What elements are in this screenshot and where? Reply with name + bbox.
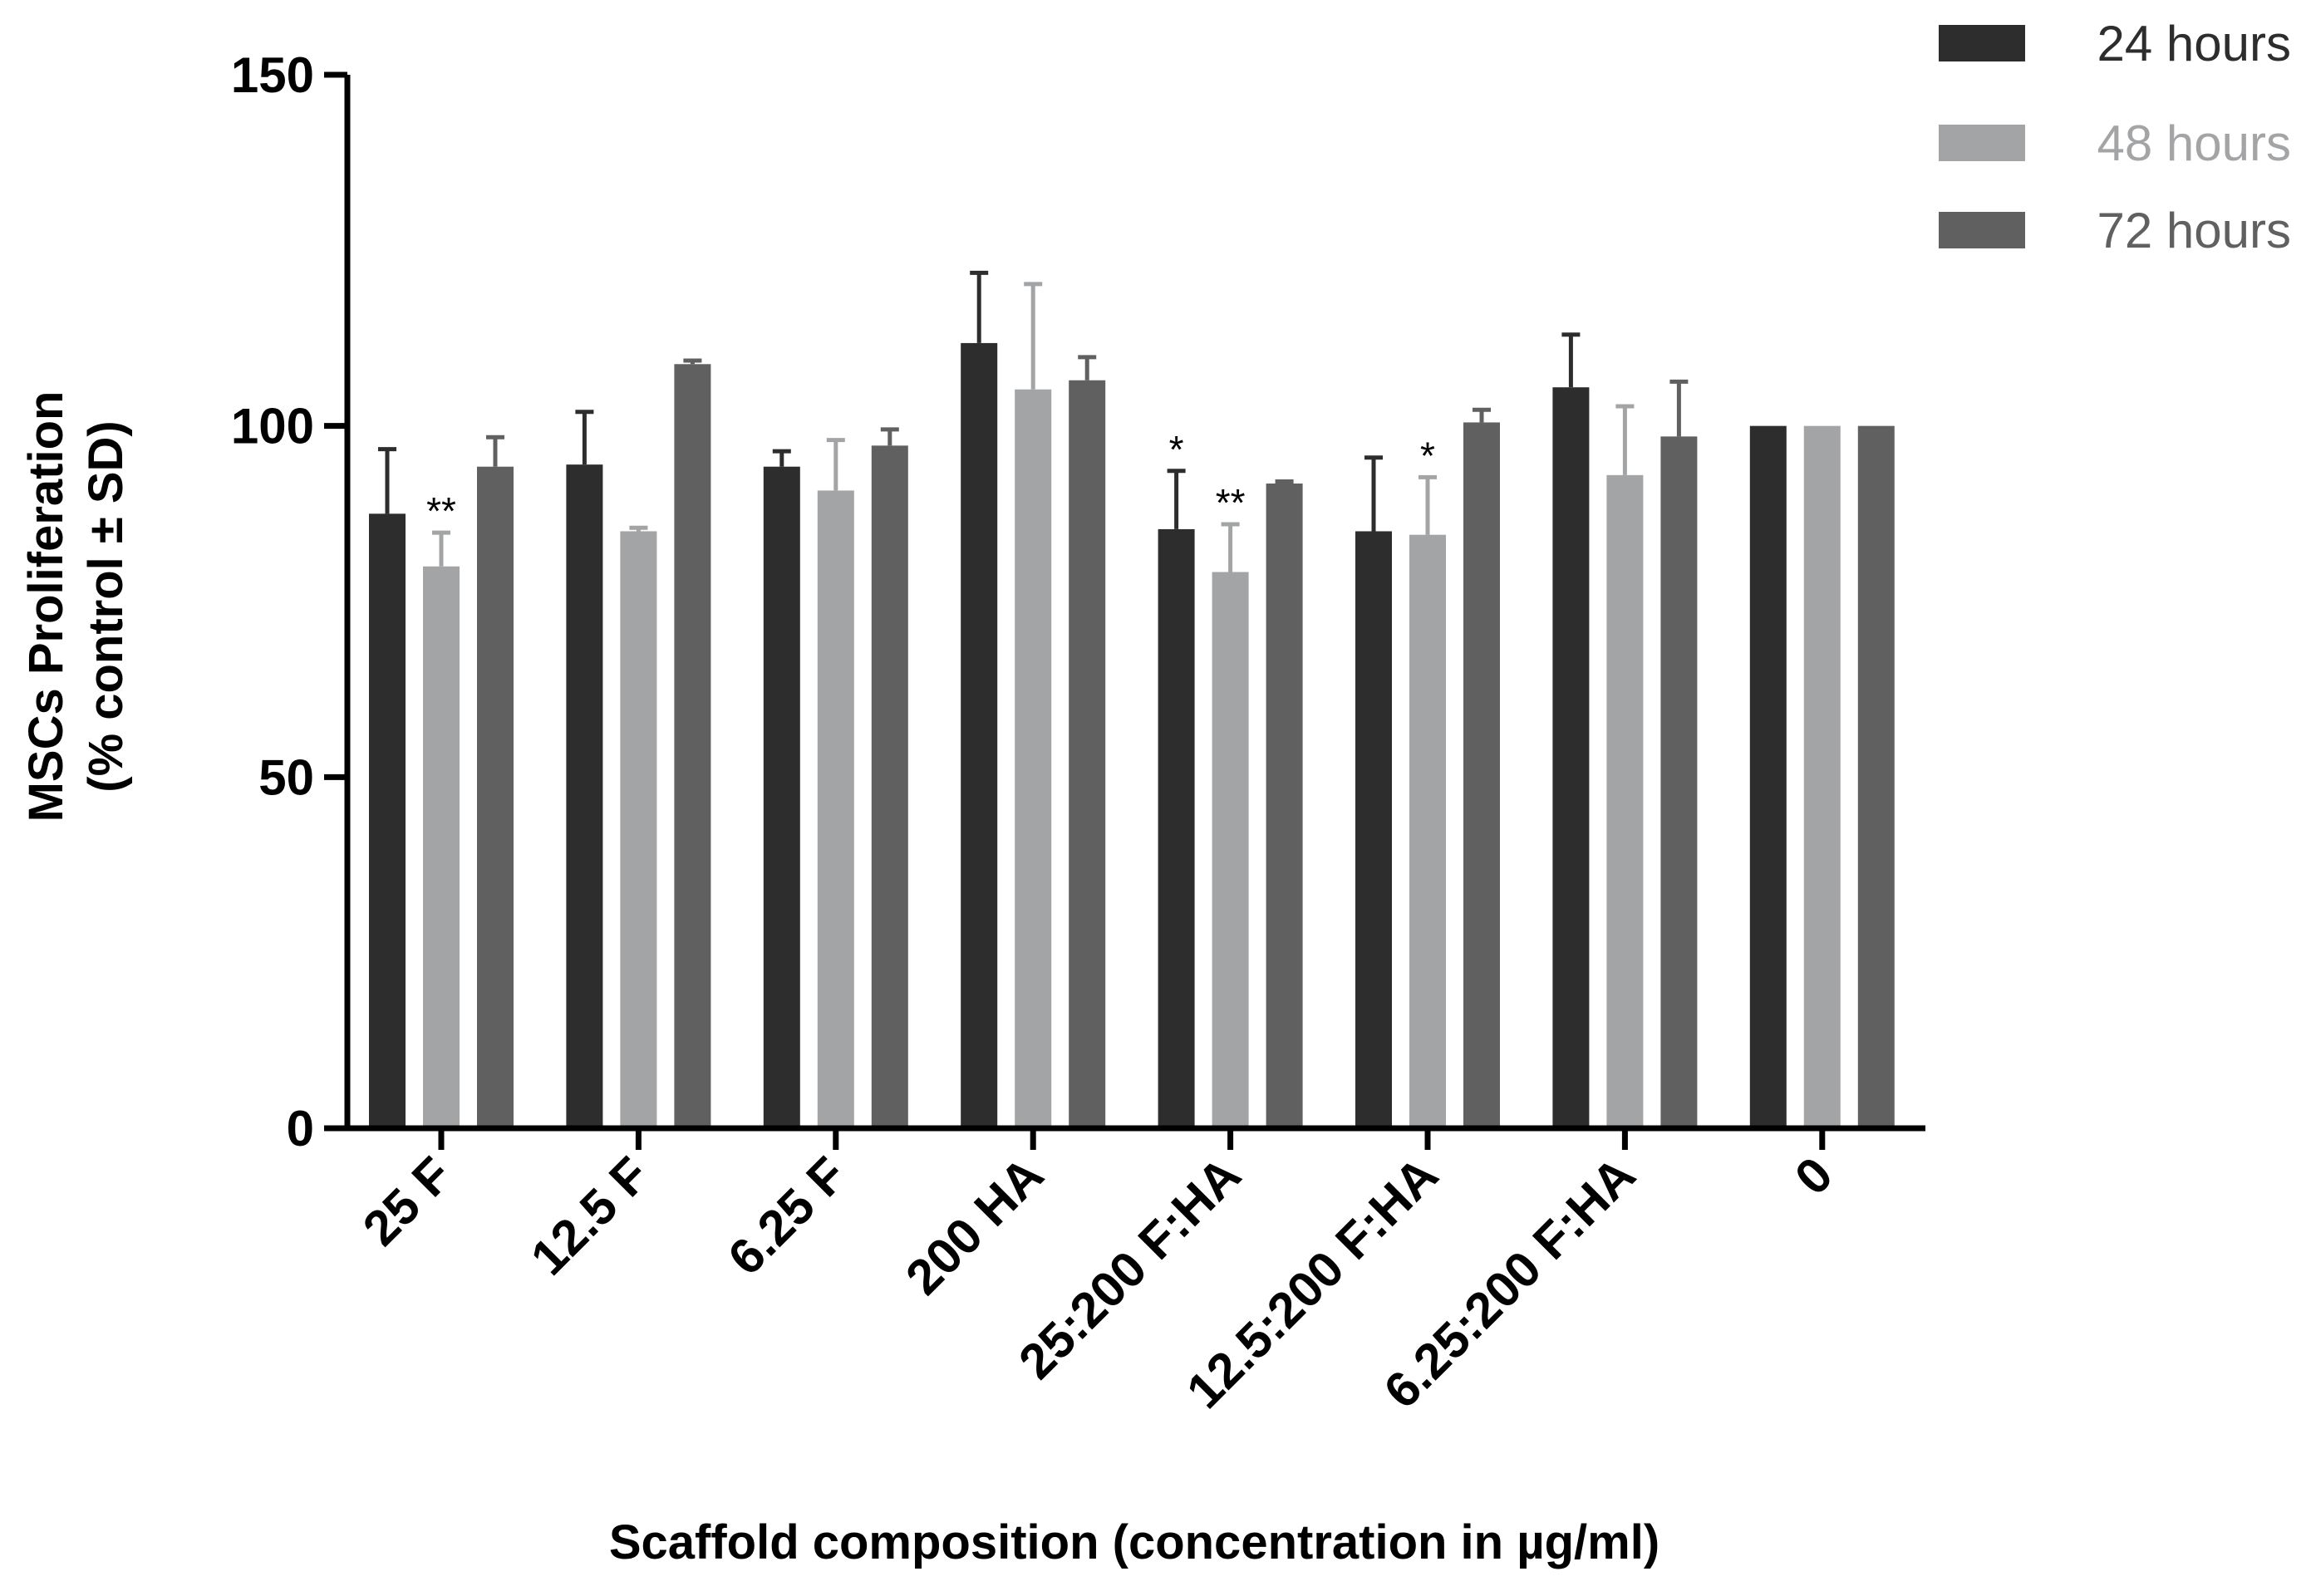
legend-label: 24 hours [2097, 16, 2292, 71]
bar [1552, 387, 1590, 1128]
y-tick-label: 0 [287, 1101, 314, 1156]
x-tick-label: 25 F [352, 1147, 462, 1256]
significance-mark: ** [1216, 481, 1246, 524]
legend-label: 48 hours [2097, 115, 2292, 171]
bar [1749, 425, 1787, 1128]
bar [566, 464, 603, 1128]
bar [1015, 389, 1052, 1128]
bar [871, 445, 908, 1128]
legend-swatch [1939, 25, 2025, 61]
significance-mark: * [1169, 428, 1184, 471]
y-axis-title-line-2: (% control ± SD) [79, 420, 133, 793]
y-axis-title-line-1: MSCs Proliferation [19, 391, 73, 823]
significance-mark: * [1420, 434, 1435, 477]
bar [1212, 572, 1249, 1128]
y-tick-label: 50 [258, 749, 314, 805]
bar [1158, 528, 1195, 1128]
x-tick-label: 200 HA [895, 1147, 1054, 1305]
y-tick-label: 150 [231, 47, 314, 103]
bar [369, 513, 406, 1128]
bar [1606, 474, 1644, 1128]
bar [1409, 534, 1446, 1128]
significance-mark: ** [426, 489, 456, 533]
x-tick-label: 12.5 F [520, 1147, 660, 1286]
bar [1069, 380, 1106, 1129]
y-ticks-group: 0 50 100 150 [231, 47, 347, 1156]
x-tick-label: 0 [1784, 1147, 1843, 1206]
bar [423, 566, 460, 1128]
bar [817, 490, 854, 1128]
bars-group [369, 342, 1895, 1129]
bar [1857, 425, 1895, 1128]
bar [1266, 483, 1303, 1128]
legend-swatch [1939, 125, 2025, 161]
bar [477, 466, 514, 1128]
bar [763, 466, 800, 1128]
y-tick-label: 100 [231, 399, 314, 454]
bar [1463, 422, 1500, 1128]
axes-group [344, 75, 1925, 1132]
bar [1660, 436, 1698, 1128]
x-axis-title: Scaffold composition (concentration in µ… [609, 1515, 1659, 1569]
legend-swatch [1939, 212, 2025, 248]
x-tick-label: 6.25 F [717, 1147, 857, 1286]
legend: 24 hours 48 hours 72 hours [1939, 16, 2291, 258]
bar [620, 531, 657, 1128]
error-bars-group [378, 270, 1689, 572]
bar [1803, 425, 1841, 1128]
bar [1355, 531, 1392, 1128]
significance-marks-group: *** *** [426, 428, 1435, 533]
bar [961, 342, 998, 1128]
bar [674, 364, 711, 1128]
legend-label: 72 hours [2097, 203, 2292, 258]
